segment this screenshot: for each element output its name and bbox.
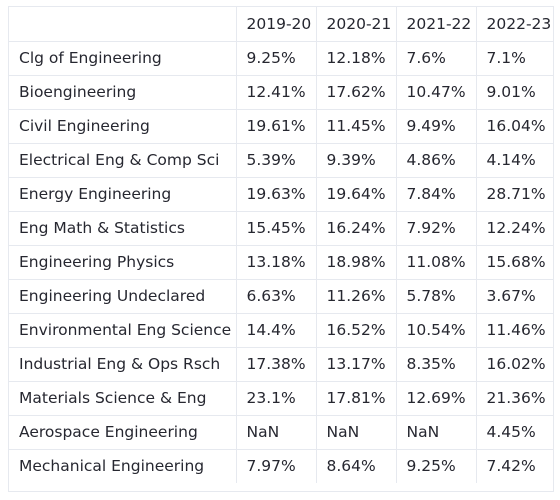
table-cell: 16.04% [476,109,553,144]
table-cell: 12.24% [476,211,553,246]
table-cell: 9.25% [396,449,477,483]
table-cell: 16.24% [316,211,397,246]
row-label: Mechanical Engineering [9,449,237,483]
header-cell-2022-23[interactable]: 2022-23 [476,7,553,42]
row-label: Engineering Undeclared [9,279,237,314]
table-cell: 7.92% [396,211,477,246]
row-label: Clg of Engineering [9,41,237,76]
table-row: Engineering Physics 13.18% 18.98% 11.08%… [9,245,553,280]
table-row: Mechanical Engineering 7.97% 8.64% 9.25%… [9,449,553,483]
table-cell: 8.64% [316,449,397,483]
table-cell: 17.38% [236,347,317,382]
table-row: Industrial Eng & Ops Rsch 17.38% 13.17% … [9,347,553,382]
table-row: Environmental Eng Science 14.4% 16.52% 1… [9,313,553,348]
table-cell: 5.78% [396,279,477,314]
table-cell: 12.69% [396,381,477,416]
table-cell: 13.18% [236,245,317,280]
table-cell: 12.41% [236,75,317,110]
table-cell: 19.64% [316,177,397,212]
table-cell: 7.97% [236,449,317,483]
table-cell: 5.39% [236,143,317,178]
table-cell: 9.25% [236,41,317,76]
table-body: Clg of Engineering 9.25% 12.18% 7.6% 7.1… [9,41,553,483]
row-label: Energy Engineering [9,177,237,212]
table-cell: 3.67% [476,279,553,314]
header-cell-2021-22[interactable]: 2021-22 [396,7,477,42]
table-header: 2019-20 2020-21 2021-22 2022-23 [9,7,553,42]
row-label: Civil Engineering [9,109,237,144]
table-cell: 7.6% [396,41,477,76]
table-row: Eng Math & Statistics 15.45% 16.24% 7.92… [9,211,553,246]
table-cell: 19.61% [236,109,317,144]
header-row: 2019-20 2020-21 2021-22 2022-23 [9,7,553,42]
table-cell: 14.4% [236,313,317,348]
table-cell: 9.39% [316,143,397,178]
table-cell: 15.68% [476,245,553,280]
table-cell: 11.26% [316,279,397,314]
table-cell: 13.17% [316,347,397,382]
table-cell: 11.45% [316,109,397,144]
table-cell: 7.42% [486,457,536,476]
table-cell: 23.1% [236,381,317,416]
header-cell-2020-21[interactable]: 2020-21 [316,7,397,42]
row-label: Environmental Eng Science [9,313,237,348]
table-row: Materials Science & Eng 23.1% 17.81% 12.… [9,381,553,416]
table-cell: 18.98% [316,245,397,280]
table-row: Clg of Engineering 9.25% 12.18% 7.6% 7.1… [9,41,553,76]
table-cell: 15.45% [236,211,317,246]
table-cell: NaN [316,415,397,450]
table-row: Bioengineering 12.41% 17.62% 10.47% 9.01… [9,75,553,110]
table-cell: 11.08% [396,245,477,280]
data-table-container: 2019-20 2020-21 2021-22 2022-23 Clg of E… [8,6,554,492]
table-cell: NaN [396,415,477,450]
table-cell: 6.63% [236,279,317,314]
header-cell-index [9,7,237,42]
table-cell: 12.18% [316,41,397,76]
table-row: Energy Engineering 19.63% 19.64% 7.84% 2… [9,177,553,212]
header-cell-2019-20[interactable]: 2019-20 [236,7,317,42]
row-label: Electrical Eng & Comp Sci [9,143,237,178]
table-cell: 16.52% [316,313,397,348]
table-cell: 8.35% [396,347,477,382]
table-cell: 10.47% [396,75,477,110]
table-cell: 4.86% [396,143,477,178]
table-row: Electrical Eng & Comp Sci 5.39% 9.39% 4.… [9,143,553,178]
table-cell: 10.54% [396,313,477,348]
table-cell: 9.01% [476,75,553,110]
row-label: Bioengineering [9,75,237,110]
table-cell: 17.81% [316,381,397,416]
row-label: Industrial Eng & Ops Rsch [9,347,237,382]
table-cell: 16.02% [476,347,553,382]
table-cell: 7.84% [396,177,477,212]
table-cell: 21.36% [476,381,553,416]
table-cell: 28.71% [476,177,553,212]
table-row: Civil Engineering 19.61% 11.45% 9.49% 16… [9,109,553,144]
table-cell: 11.46% [476,313,553,348]
row-label: Eng Math & Statistics [9,211,237,246]
row-label: Engineering Physics [9,245,237,280]
table-cell: 17.62% [316,75,397,110]
row-label: Materials Science & Eng [9,381,237,416]
table-cell: 9.49% [396,109,477,144]
table-cell: 4.45% [476,415,553,450]
row-label: Aerospace Engineering [9,415,237,450]
table-row: Aerospace Engineering NaN NaN NaN 4.45% [9,415,553,450]
table-cell: 4.14% [476,143,553,178]
data-table: 2019-20 2020-21 2021-22 2022-23 Clg of E… [9,7,553,483]
table-cell: NaN [236,415,317,450]
table-cell: 19.63% [236,177,317,212]
table-row: Engineering Undeclared 6.63% 11.26% 5.78… [9,279,553,314]
table-cell: 7.1% [476,41,553,76]
